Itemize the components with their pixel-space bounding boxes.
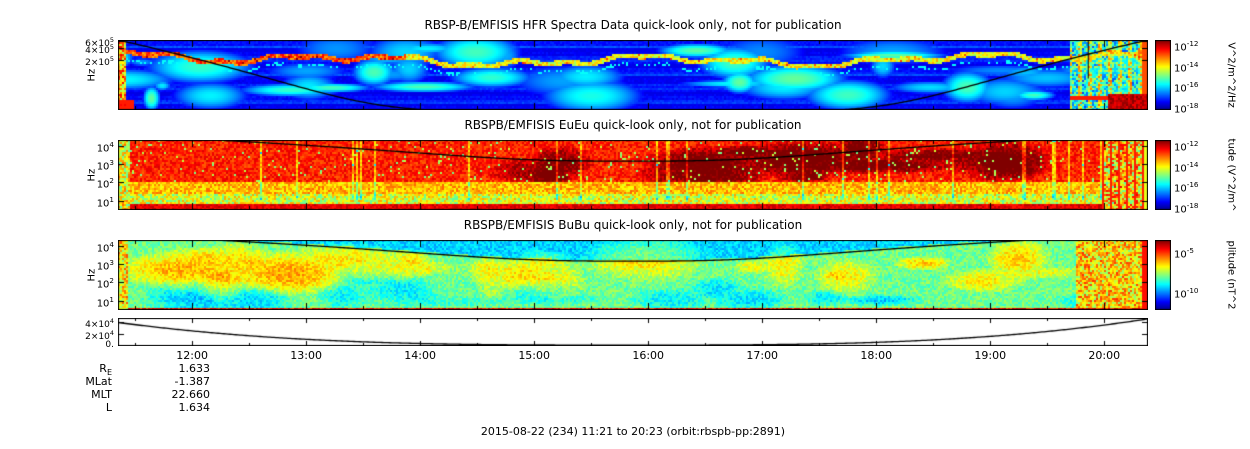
ytick-label: 4×104 (85, 317, 114, 331)
time-tick-label: 15:00 (518, 349, 551, 362)
ytick-label: 102 (96, 276, 114, 291)
ephemeris-label: L (105, 401, 112, 414)
ephemeris-label: RE (99, 362, 112, 378)
ephemeris-row: RE 1.633 (0, 362, 230, 378)
time-tick-label: 17:00 (746, 349, 779, 362)
colorbar-unit-label: plitude (nT^2 (1225, 240, 1237, 310)
euEu-colorbar-canvas (1155, 140, 1171, 210)
euEu-spectrogram-canvas (118, 140, 1148, 210)
hfr-colorbar-canvas (1155, 40, 1171, 110)
ephemeris-row: MLat -1.387 (0, 375, 230, 388)
colorbar-tick-label: 10-5 (1174, 246, 1194, 261)
ephemeris-value: 1.633 (178, 362, 211, 375)
colorbar-unit-label: tude (V^2/m^ (1225, 138, 1237, 212)
time-tick-label: 14:00 (404, 349, 436, 362)
ytick-label: 104 (96, 240, 114, 255)
colorbar-tick-label: 10-12 (1174, 139, 1199, 154)
y-axis-label: Hz (86, 268, 98, 282)
time-tick-label: 20:00 (1088, 349, 1121, 362)
ephemeris-label: MLT (91, 388, 112, 401)
panel-title-buBu: RBSPB/EMFISIS BuBu quick-look only, not … (463, 218, 803, 232)
panel-title-hfr: RBSP-B/EMFISIS HFR Spectra Data quick-lo… (424, 18, 842, 32)
ytick-label: 4×105 (85, 43, 114, 57)
ephemeris-value: -1.387 (174, 375, 210, 388)
ephemeris-value: 22.660 (171, 388, 211, 401)
ytick-label: 2×105 (85, 54, 114, 68)
colorbar-tick-label: 10-14 (1174, 59, 1199, 75)
hfr-spectrogram-canvas (118, 40, 1148, 110)
ephemeris-row: L 1.634 (0, 401, 230, 414)
ephemeris-value: 1.634 (178, 401, 211, 414)
colorbar-tick-label: 10-10 (1174, 285, 1199, 301)
colorbar-tick-label: 10-14 (1174, 159, 1199, 175)
colorbar-tick-label: 10-18 (1174, 100, 1199, 116)
colorbar-tick-label: 10-12 (1174, 39, 1199, 54)
ytick-label: 103 (96, 158, 114, 173)
footer-orbit-caption: 2015-08-22 (234) 11:21 to 20:23 (orbit:r… (480, 425, 786, 438)
ytick-label: 101 (96, 194, 114, 209)
ytick-label: 6×105 (85, 36, 114, 50)
time-tick-label: 12:00 (176, 349, 208, 362)
ephemeris-label: MLat (85, 375, 112, 388)
ephemeris-row: MLT 22.660 (0, 388, 230, 401)
buBu-colorbar-canvas (1155, 240, 1171, 310)
time-tick-label: 19:00 (974, 349, 1007, 362)
buBu-spectrogram-canvas (118, 240, 1148, 310)
ytick-label: 104 (96, 140, 114, 155)
colorbar-tick-label: 10-16 (1174, 180, 1199, 195)
colorbar-tick-label: 10-18 (1174, 200, 1199, 216)
y-axis-label: Hz (86, 68, 98, 82)
ytick-label: 0. (105, 340, 114, 350)
ytick-label: 102 (96, 176, 114, 191)
time-tick-label: 13:00 (290, 349, 322, 362)
colorbar-tick-label: 10-16 (1174, 80, 1199, 95)
y-axis-label: Hz (86, 168, 98, 182)
panel-title-euEu: RBSPB/EMFISIS EuEu quick-look only, not … (464, 118, 802, 132)
ytick-label: 2×104 (85, 329, 114, 343)
colorbar-unit-label: V^2/m^2/Hz (1225, 42, 1237, 108)
ytick-label: 101 (96, 294, 114, 309)
time-tick-label: 18:00 (860, 349, 893, 362)
ytick-label: 103 (96, 258, 114, 273)
fce-line-plot-canvas (118, 318, 1148, 346)
time-tick-label: 16:00 (632, 349, 665, 362)
